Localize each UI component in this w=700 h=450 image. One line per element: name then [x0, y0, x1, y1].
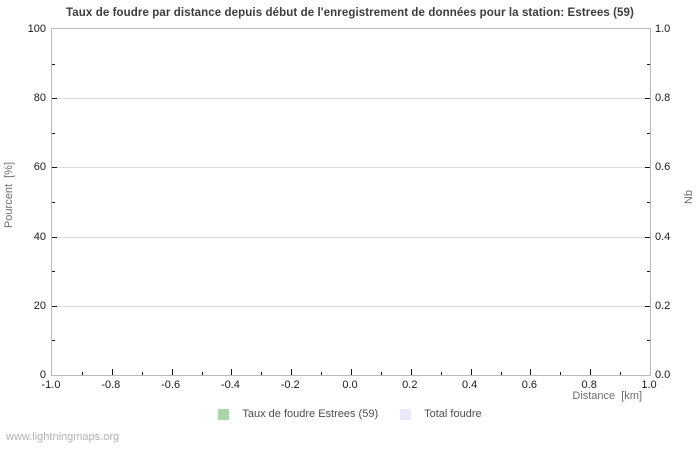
x-tick-label: 0.0 [342, 379, 358, 391]
x-tick-label: 0.8 [581, 379, 597, 391]
y-tick [52, 98, 57, 100]
legend-entry-taux: Taux de foudre Estrees (59) [218, 408, 378, 420]
y-tick [52, 167, 57, 169]
y-tick-label-left: 80 [33, 92, 46, 105]
y-tick [645, 98, 650, 100]
x-tick [560, 372, 562, 375]
x-tick-label: -0.6 [161, 379, 181, 391]
y-tick [645, 305, 650, 307]
y-tick [52, 202, 55, 203]
y-tick [52, 271, 55, 273]
y-tick [52, 305, 57, 307]
x-tick-label: 0.2 [402, 379, 418, 391]
x-tick [440, 372, 442, 375]
y-tick [52, 340, 55, 342]
x-tick [530, 369, 532, 375]
y-tick-label-right: 0.8 [655, 92, 671, 105]
gridline [52, 98, 650, 100]
gridline [52, 236, 650, 238]
x-tick-label: -0.4 [220, 379, 240, 391]
y-tick [647, 271, 650, 273]
y-tick [52, 63, 55, 65]
y-tick-label-left: 20 [33, 299, 46, 312]
y-tick-label-right: 0.0 [655, 369, 671, 381]
y-tick-label-right: 0.6 [655, 161, 671, 174]
legend-swatch-total-foudre [400, 408, 412, 420]
y-tick-label-left: 60 [33, 161, 46, 174]
y-tick-label-left: 40 [33, 230, 46, 243]
x-tick [81, 372, 83, 375]
legend: Taux de foudre Estrees (59) Total foudre [0, 408, 700, 420]
y-tick-label-left: 0 [39, 369, 46, 381]
x-tick [321, 372, 323, 375]
x-tick-label: -0.8 [101, 379, 121, 391]
x-tick [201, 372, 203, 375]
x-tick-label: 0.6 [521, 379, 538, 391]
y-tick [645, 167, 650, 169]
y-tick-label-right: 0.4 [655, 230, 671, 243]
x-tick [380, 372, 382, 375]
x-tick [410, 369, 412, 375]
x-tick [171, 369, 173, 375]
y-tick [645, 236, 650, 238]
y-tick-label-right: 0.2 [655, 299, 671, 312]
x-tick [620, 372, 622, 375]
watermark: www.lightningmaps.org [6, 431, 120, 443]
x-tick [470, 369, 472, 375]
x-tick-label: -1.0 [41, 379, 61, 391]
legend-swatch-taux-de-foudre [218, 408, 230, 420]
x-tick [351, 369, 352, 375]
x-tick [111, 369, 113, 375]
y-tick [52, 236, 57, 238]
x-tick [291, 369, 293, 375]
y-tick-label-right: 1.0 [655, 23, 671, 35]
y-tick-label-left: 100 [27, 23, 46, 35]
legend-entry-total: Total foudre [400, 408, 482, 420]
y-tick [647, 202, 650, 203]
x-tick [261, 372, 263, 375]
x-tick [231, 369, 233, 375]
plot-area [51, 28, 651, 376]
gridline [52, 305, 650, 307]
x-tick-label: 0.4 [461, 379, 478, 391]
y-tick [647, 63, 650, 65]
legend-label-taux-de-foudre: Taux de foudre Estrees (59) [242, 408, 379, 420]
y-tick [52, 132, 55, 134]
x-tick [141, 372, 143, 375]
x-tick-label: 1.0 [641, 379, 657, 391]
chart-title: Taux de foudre par distance depuis début… [66, 7, 634, 19]
y-tick [647, 132, 650, 134]
x-tick [500, 372, 502, 375]
x-tick-label: -0.2 [280, 379, 300, 391]
x-tick [590, 369, 592, 375]
y-tick [647, 340, 650, 342]
gridline [52, 167, 650, 169]
x-axis-label: Distance [km] [572, 390, 642, 402]
legend-label-total-foudre: Total foudre [424, 408, 482, 420]
